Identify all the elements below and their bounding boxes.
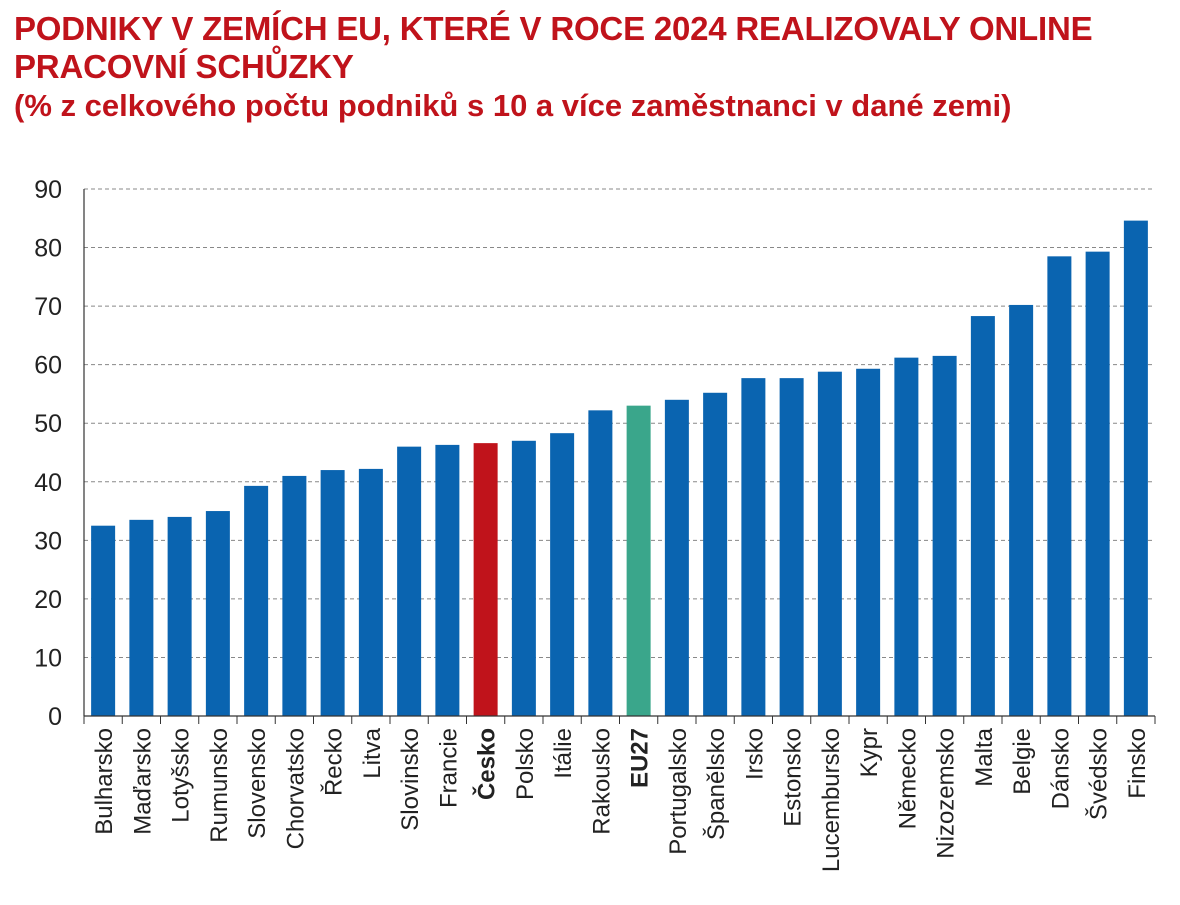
bar-irsko <box>741 378 766 716</box>
bar-kypr <box>856 368 881 716</box>
bar-malta <box>970 316 995 716</box>
y-tick-label: 70 <box>34 293 62 321</box>
x-tick-label: Dánsko <box>1047 728 1074 809</box>
x-tick-label: Itálie <box>550 728 577 779</box>
x-tick-label: Slovinsko <box>397 728 424 831</box>
x-tick-label: Bulharsko <box>91 728 118 835</box>
bar-nizozemsko <box>932 355 957 716</box>
x-tick-label: Švédsko <box>1085 728 1113 820</box>
x-tick-label: Slovensko <box>244 728 271 839</box>
x-tick-label: Malta <box>971 727 998 786</box>
bar-řecko <box>320 470 345 716</box>
bar-švédsko <box>1085 251 1110 716</box>
x-tick-label: Lucembursko <box>818 728 845 872</box>
x-tick-label: Polsko <box>512 728 539 800</box>
x-tick-label: Německo <box>894 728 921 829</box>
bar-finsko <box>1123 220 1148 716</box>
bar-portugalsko <box>664 399 689 716</box>
x-tick-label: Kypr <box>856 728 883 777</box>
bar-německo <box>894 357 919 716</box>
bar-bulharsko <box>91 525 116 716</box>
x-tick-label: Belgie <box>1009 728 1036 795</box>
y-tick-label: 60 <box>34 352 62 380</box>
bar-polsko <box>511 440 536 716</box>
bar-eu27 <box>626 405 651 716</box>
bar-česko <box>473 443 498 716</box>
x-tick-label: EU27 <box>627 728 654 788</box>
bar-chorvatsko <box>282 475 307 716</box>
chart-title-line-1: PODNIKY V ZEMÍCH EU, KTERÉ V ROCE 2024 R… <box>14 10 1093 47</box>
bar-dánsko <box>1047 256 1072 716</box>
x-tick-label: Řecko <box>321 728 348 796</box>
bar-belgie <box>1009 304 1034 716</box>
x-tick-label: Chorvatsko <box>282 728 309 849</box>
x-tick-label: Rakousko <box>588 728 615 835</box>
chart-subtitle: (% z celkového počtu podniků s 10 a více… <box>14 88 1012 123</box>
x-tick-label: Litva <box>359 727 386 778</box>
bar-rakousko <box>588 410 613 716</box>
title-block: PODNIKY V ZEMÍCH EU, KTERÉ V ROCE 2024 R… <box>14 10 1174 126</box>
bar-lucembursko <box>817 371 842 716</box>
bar-litva <box>358 468 383 716</box>
y-tick-label: 40 <box>34 469 62 497</box>
bar-estonsko <box>779 378 804 716</box>
x-tick-label: Česko <box>473 728 501 800</box>
x-tick-label: Irsko <box>741 728 768 780</box>
y-tick-label: 20 <box>34 586 62 614</box>
bar-maďarsko <box>129 519 154 716</box>
y-axis-ticks: 0 10 20 30 40 50 60 70 80 90 <box>34 176 62 731</box>
bar-slovensko <box>244 485 269 716</box>
y-tick-label: 30 <box>34 527 62 555</box>
bar-rumunsko <box>205 511 230 716</box>
y-tick-label: 0 <box>48 703 62 731</box>
x-tick-label: Portugalsko <box>665 728 692 855</box>
bar-slovinsko <box>397 446 422 716</box>
y-tick-label: 50 <box>34 410 62 438</box>
y-tick-label: 80 <box>34 235 62 263</box>
bar-španělsko <box>703 392 728 716</box>
x-tick-label: Francie <box>435 728 462 808</box>
bar-itálie <box>550 433 575 716</box>
x-tick-label: Nizozemsko <box>933 728 960 859</box>
bar-lotyšsko <box>167 516 192 716</box>
x-tick-label: Španělsko <box>702 728 730 840</box>
chart-title-line-2: PRACOVNÍ SCHŮZKY <box>14 48 354 85</box>
y-tick-label: 10 <box>34 644 62 672</box>
y-tick-label: 90 <box>34 176 62 204</box>
x-tick-label: Finsko <box>1124 728 1151 799</box>
x-tick-label: Maďarsko <box>129 728 156 835</box>
x-axis-labels: Bulharsko Maďarsko Lotyšsko Rumunsko Slovens… <box>83 716 1156 872</box>
x-tick-label: Rumunsko <box>206 728 233 843</box>
x-tick-label: Lotyšsko <box>168 728 195 823</box>
x-tick-label: Estonsko <box>780 728 807 827</box>
bars <box>91 220 1148 716</box>
bar-francie <box>435 444 460 716</box>
